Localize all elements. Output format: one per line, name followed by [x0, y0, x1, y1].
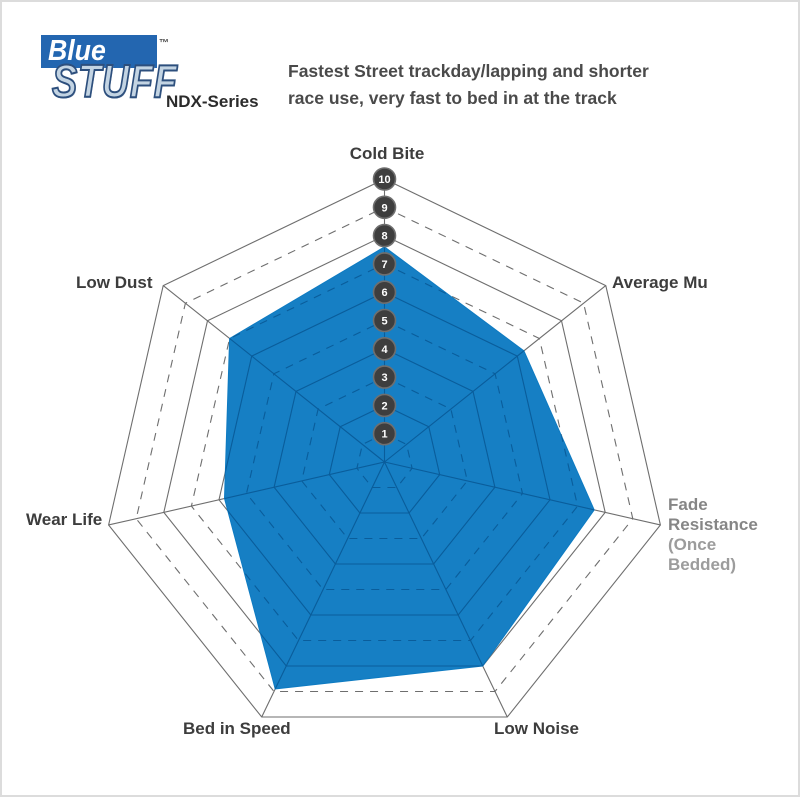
scale-tick-circle: [372, 393, 397, 418]
scale-tick-number: 1: [381, 429, 387, 441]
axis-label-fade-resistance: Fade Resistance (Once Bedded): [668, 495, 780, 575]
trademark-symbol: ™: [159, 38, 169, 49]
axis-label-low-dust: Low Dust: [76, 273, 153, 292]
scale-tick-number: 2: [381, 400, 387, 412]
scale-tick-number: 3: [381, 372, 387, 384]
scale-tick-number: 8: [381, 231, 387, 243]
scale-tick-circle: [372, 195, 397, 220]
axis-label-wear-life: Wear Life: [26, 510, 103, 529]
scale-tick-number: 7: [381, 259, 387, 271]
scale-tick-circle: [372, 252, 397, 276]
axis-label-fade-main: Fade Resistance: [668, 495, 758, 534]
scale-tick-number: 9: [381, 202, 387, 214]
series-name: NDX-Series: [166, 92, 259, 111]
product-description: Fastest Street trackday/lapping and shor…: [288, 61, 649, 108]
logo-stuff-text: STUFF: [51, 55, 178, 107]
scale-tick-circle: [372, 280, 397, 305]
scale-tick-circle: [372, 365, 397, 389]
scale-ticks: 1 2 3 4 5 6 7 8 9 10: [372, 167, 397, 446]
axis-label-low-noise: Low Noise: [494, 719, 580, 738]
scale-tick-number: 10: [378, 174, 390, 186]
scale-tick-circle: [372, 336, 397, 361]
scale-tick-circle: [372, 421, 397, 446]
ebc-bluestuff-logo: Blue ™ STUFF NDX-Series: [40, 34, 280, 119]
scale-tick-number: 5: [381, 316, 387, 328]
scale-tick-circle: [372, 223, 397, 248]
scale-tick-number: 6: [381, 287, 387, 299]
scale-tick-number: 4: [381, 344, 388, 356]
axis-label-average-mu: Average Mu: [612, 273, 708, 292]
logo-blue-text: Blue: [48, 35, 106, 67]
axis-label-cold-bite: Cold Bite: [349, 144, 425, 163]
axis-label-fade-sub: (Once Bedded): [668, 535, 736, 574]
scale-tick-circle: [372, 167, 397, 191]
axis-label-bed-in-speed: Bed in Speed: [183, 719, 291, 738]
logo-blue-box: Blue: [41, 35, 157, 68]
scale-tick-circle: [372, 308, 397, 333]
